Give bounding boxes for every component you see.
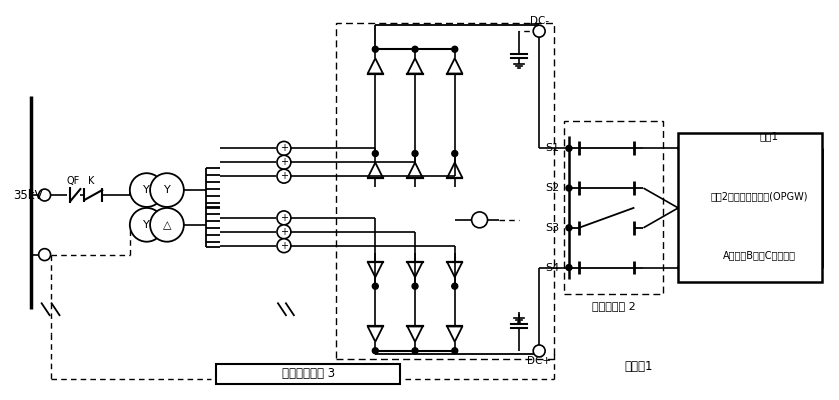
Text: DC-: DC- — [529, 16, 549, 26]
Circle shape — [277, 225, 291, 239]
Text: +: + — [280, 241, 288, 251]
Text: S2: S2 — [545, 183, 559, 193]
Text: +: + — [280, 171, 288, 181]
Circle shape — [472, 212, 487, 228]
Circle shape — [451, 348, 458, 354]
Circle shape — [130, 208, 164, 242]
Text: +: + — [280, 227, 288, 237]
Circle shape — [678, 143, 688, 153]
Text: +: + — [280, 143, 288, 153]
Text: DC+: DC+ — [527, 356, 551, 366]
Circle shape — [451, 46, 458, 52]
Circle shape — [373, 283, 378, 289]
Circle shape — [812, 203, 822, 213]
Circle shape — [39, 249, 50, 260]
Circle shape — [678, 262, 688, 272]
Text: K: K — [88, 176, 95, 186]
Text: QF: QF — [67, 176, 80, 186]
Text: 地线1: 地线1 — [760, 132, 779, 142]
Circle shape — [566, 145, 572, 151]
Circle shape — [373, 150, 378, 156]
Text: 35kV: 35kV — [13, 188, 43, 202]
Circle shape — [451, 150, 458, 156]
Circle shape — [373, 46, 378, 52]
Circle shape — [566, 264, 572, 270]
Circle shape — [412, 150, 418, 156]
FancyBboxPatch shape — [216, 364, 400, 384]
Circle shape — [412, 348, 418, 354]
Text: 直流侧刀闸 2: 直流侧刀闸 2 — [591, 301, 635, 311]
Circle shape — [812, 143, 822, 153]
Circle shape — [373, 348, 378, 354]
Text: S3: S3 — [545, 223, 559, 233]
Text: S1: S1 — [545, 143, 559, 153]
Text: +: + — [280, 213, 288, 223]
Text: A相（或B相、C相）导线: A相（或B相、C相）导线 — [723, 251, 796, 261]
Circle shape — [451, 283, 458, 289]
Circle shape — [277, 169, 291, 183]
Text: Y: Y — [143, 220, 150, 230]
Circle shape — [130, 173, 164, 207]
Circle shape — [534, 345, 545, 357]
FancyBboxPatch shape — [678, 134, 822, 282]
Circle shape — [150, 208, 184, 242]
Circle shape — [566, 225, 572, 231]
Text: 控制保护系统 3: 控制保护系统 3 — [282, 367, 335, 380]
Text: Y: Y — [164, 185, 170, 195]
Circle shape — [534, 25, 545, 37]
Text: +: + — [280, 157, 288, 167]
Circle shape — [277, 239, 291, 253]
Circle shape — [277, 155, 291, 169]
Circle shape — [412, 283, 418, 289]
Circle shape — [678, 203, 688, 213]
Circle shape — [39, 189, 50, 201]
Text: S4: S4 — [545, 262, 559, 272]
Text: 换流器1: 换流器1 — [624, 360, 653, 373]
Circle shape — [566, 185, 572, 191]
Circle shape — [812, 262, 822, 272]
Text: 地线2或复合架空地线(OPGW): 地线2或复合架空地线(OPGW) — [711, 191, 808, 201]
Circle shape — [412, 46, 418, 52]
Circle shape — [277, 211, 291, 225]
Text: Y: Y — [143, 185, 150, 195]
Circle shape — [150, 173, 184, 207]
Text: △: △ — [163, 220, 171, 230]
Circle shape — [277, 142, 291, 155]
